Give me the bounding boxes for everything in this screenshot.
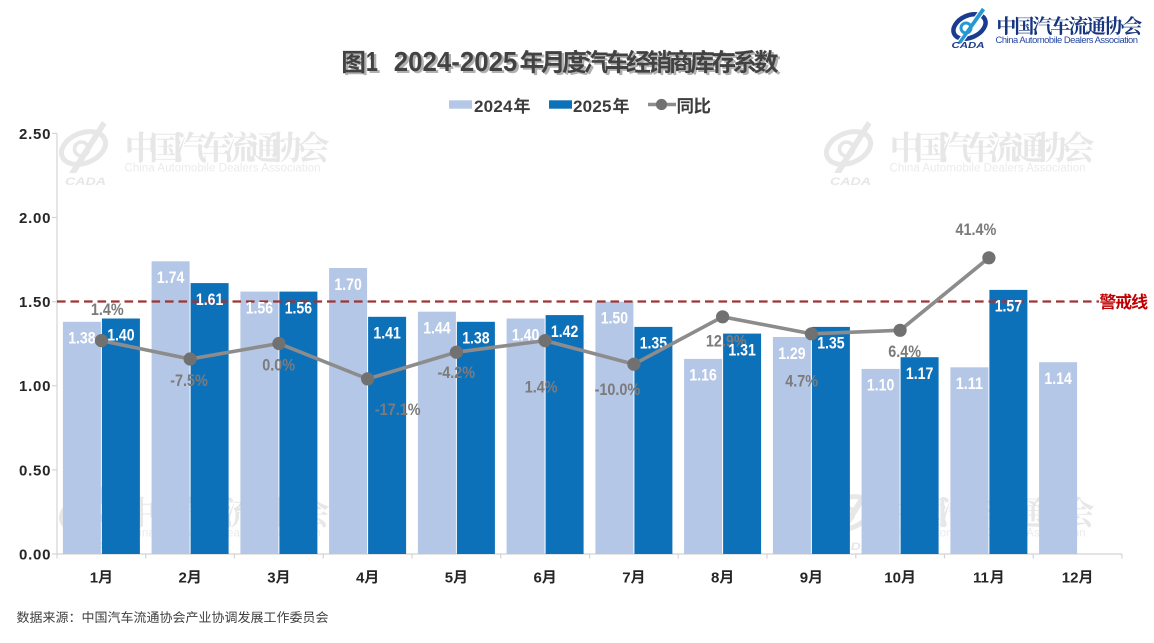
- svg-text:1: 1: [90, 569, 98, 586]
- svg-text:1.4%: 1.4%: [91, 300, 124, 319]
- svg-text:1.38: 1.38: [462, 329, 489, 348]
- svg-text:3: 3: [267, 569, 275, 586]
- svg-text:1.57: 1.57: [995, 297, 1022, 316]
- svg-text:2024-2025: 2024-2025: [396, 48, 519, 79]
- svg-text:41.4%: 41.4%: [956, 220, 997, 239]
- svg-text:1.11: 1.11: [956, 374, 983, 393]
- svg-text:1.61: 1.61: [196, 290, 223, 309]
- svg-text:7: 7: [622, 569, 630, 586]
- svg-text:-7.5%: -7.5%: [170, 371, 208, 390]
- svg-text:1.14: 1.14: [1044, 369, 1072, 388]
- svg-text:2024-2025: 2024-2025: [394, 46, 518, 77]
- svg-text:1.10: 1.10: [867, 376, 894, 395]
- svg-text:-17.1%: -17.1%: [375, 400, 421, 419]
- svg-text:1.40: 1.40: [512, 325, 539, 344]
- svg-text:4.7%: 4.7%: [785, 371, 818, 390]
- svg-text:4: 4: [356, 569, 365, 586]
- svg-text:6: 6: [534, 569, 542, 586]
- svg-text:1.50: 1.50: [601, 309, 628, 328]
- svg-text:1.70: 1.70: [334, 275, 361, 294]
- svg-text:1.42: 1.42: [551, 322, 578, 341]
- svg-text:12.9%: 12.9%: [706, 332, 747, 351]
- svg-text:1.31: 1.31: [728, 340, 755, 359]
- svg-text:1.17: 1.17: [906, 364, 933, 383]
- svg-text:5: 5: [445, 569, 453, 586]
- svg-text:0.0%: 0.0%: [262, 355, 295, 374]
- svg-text:1.16: 1.16: [689, 366, 716, 385]
- svg-text:China Automobile Dealers Assoc: China Automobile Dealers Association: [996, 34, 1139, 45]
- svg-text:1.29: 1.29: [778, 344, 805, 363]
- svg-text:0.00: 0.00: [19, 546, 51, 563]
- svg-text:0.50: 0.50: [19, 462, 51, 479]
- svg-text:-4.2%: -4.2%: [438, 363, 476, 382]
- svg-text:6.4%: 6.4%: [888, 342, 921, 361]
- svg-text:1.56: 1.56: [285, 298, 312, 317]
- svg-text:1.41: 1.41: [373, 324, 400, 343]
- svg-text:1.56: 1.56: [246, 298, 273, 317]
- svg-text:2: 2: [179, 569, 187, 586]
- svg-text:10: 10: [884, 569, 901, 586]
- svg-text:1.35: 1.35: [640, 334, 667, 353]
- svg-text:1.4%: 1.4%: [525, 377, 558, 396]
- svg-text:1.00: 1.00: [19, 378, 51, 395]
- svg-text:12: 12: [1062, 569, 1079, 586]
- svg-text:11: 11: [973, 569, 989, 586]
- svg-text:2.50: 2.50: [19, 126, 51, 143]
- svg-text:1: 1: [366, 46, 378, 77]
- svg-text:1.44: 1.44: [423, 319, 451, 338]
- svg-text:9: 9: [800, 569, 808, 586]
- svg-text:1.35: 1.35: [817, 334, 844, 353]
- svg-text:CADA: CADA: [952, 40, 985, 50]
- svg-text:1.74: 1.74: [157, 268, 185, 287]
- svg-text:1.50: 1.50: [19, 294, 51, 311]
- svg-text:1.38: 1.38: [68, 329, 95, 348]
- svg-text:-10.0%: -10.0%: [595, 380, 641, 399]
- svg-text:2.00: 2.00: [19, 210, 51, 227]
- svg-text:8: 8: [711, 569, 719, 586]
- svg-text:2025: 2025: [573, 97, 612, 116]
- svg-text:1.40: 1.40: [107, 325, 134, 344]
- svg-text:2024: 2024: [474, 97, 513, 116]
- svg-text:1: 1: [368, 48, 380, 79]
